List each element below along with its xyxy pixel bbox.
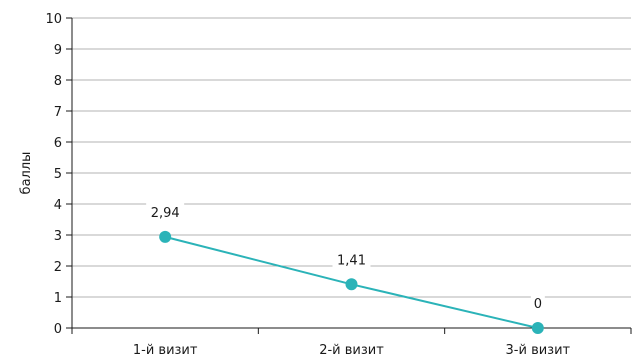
data-point: [531, 322, 544, 334]
data-labels-layer: 2,94 1,41 0: [146, 202, 545, 312]
data-point: [345, 278, 358, 291]
y-tick-label: 8: [54, 74, 62, 89]
y-tick-label: 9: [54, 43, 62, 58]
y-tick-label: 10: [45, 12, 62, 27]
data-point: [159, 230, 172, 243]
y-tick-label: 1: [54, 291, 62, 306]
data-label: 2,94: [151, 206, 180, 221]
data-label-background: [332, 250, 371, 269]
x-tick-label: 2-й визит: [319, 343, 384, 358]
y-tick-label: 2: [54, 260, 62, 275]
y-tick-label: 5: [54, 167, 62, 182]
data-points-layer: [159, 230, 544, 334]
y-tick-label: 4: [54, 198, 62, 213]
x-tick-label: 1-й визит: [133, 343, 198, 358]
y-tick-label: 6: [54, 136, 62, 151]
y-tick-label: 7: [54, 105, 62, 120]
data-label: 0: [534, 297, 542, 312]
y-tick-label: 3: [54, 229, 62, 244]
y-axis-label: баллы: [19, 152, 34, 195]
data-label-background: [146, 202, 185, 221]
data-label: 1,41: [337, 253, 366, 268]
x-tick-label: 3-й визит: [506, 343, 571, 358]
x-tick-labels: 1-й визит 2-й визит 3-й визит: [71, 328, 632, 358]
y-tick-label: 0: [54, 322, 62, 337]
y-tick-labels: 0 1 2 3 4 5 6 7 8 9 10: [45, 12, 62, 337]
data-label-background: [530, 294, 545, 312]
